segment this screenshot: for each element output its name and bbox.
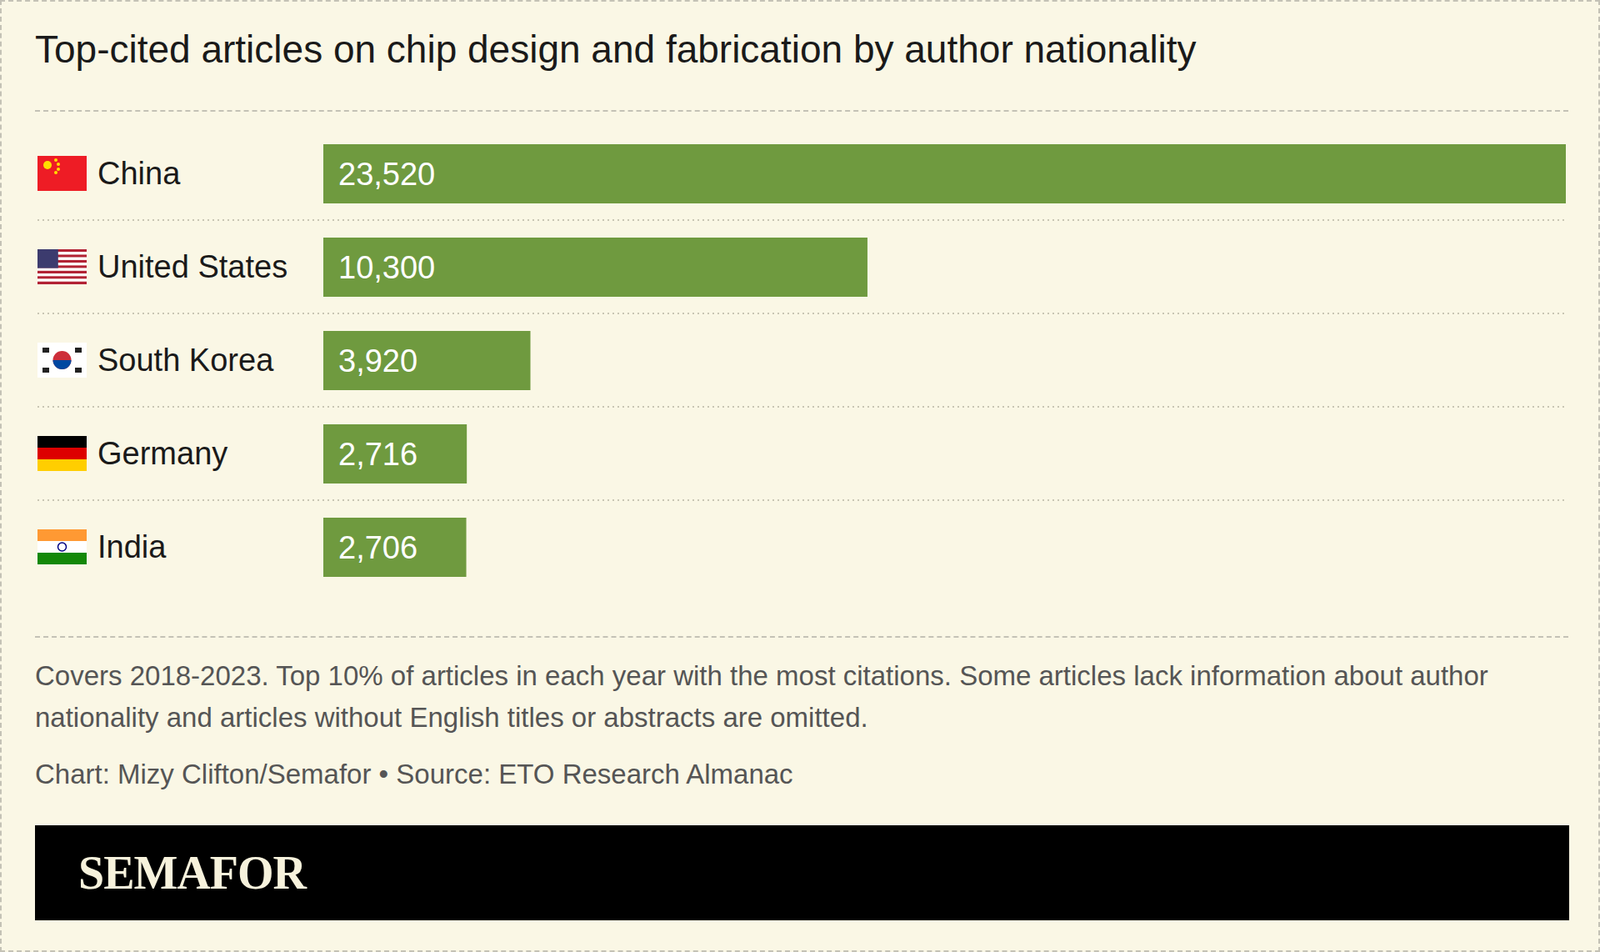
svg-text:2,716: 2,716	[338, 436, 418, 472]
svg-text:United States: United States	[97, 249, 288, 285]
svg-text:10,300: 10,300	[338, 250, 435, 285]
svg-text:Germany: Germany	[97, 435, 228, 471]
html-text:Top-cited articles on chip des: Top-cited articles on chip design and fa…	[35, 27, 1197, 71]
svg-text:23,520: 23,520	[338, 156, 435, 192]
html-text:SEMAFOR: SEMAFOR	[78, 846, 306, 899]
svg-text:2,706: 2,706	[338, 530, 418, 565]
svg-text:South Korea: South Korea	[97, 342, 275, 378]
html-text:Covers 2018-2023. Top 10% of a: Covers 2018-2023. Top 10% of articles in…	[35, 660, 1489, 733]
svg-text:India: India	[97, 529, 167, 565]
svg-text:3,920: 3,920	[338, 343, 418, 379]
html-text:Chart: Mizy Clifton/Semafor •: Chart: Mizy Clifton/Semafor • Source: ET…	[35, 758, 793, 790]
svg-text:China: China	[97, 155, 181, 191]
